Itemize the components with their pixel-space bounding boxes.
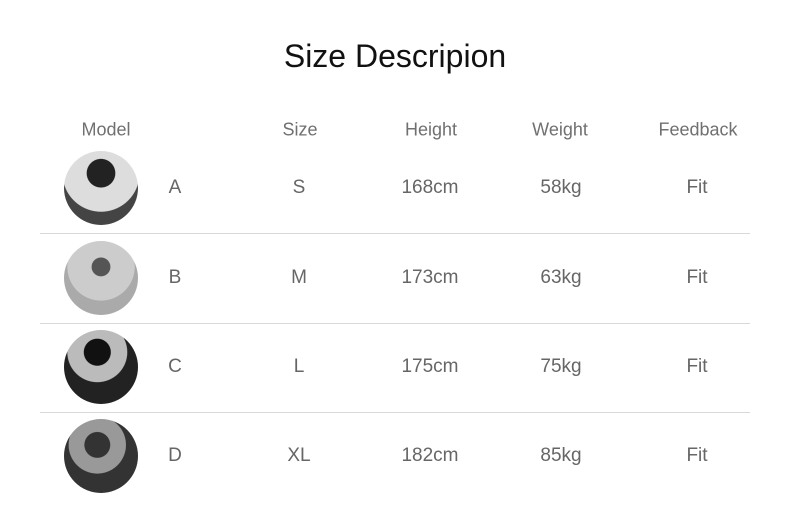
header-height: Height xyxy=(404,119,458,140)
height-value: 168cm xyxy=(401,177,459,198)
size-value: S xyxy=(292,177,306,198)
row-divider xyxy=(40,233,750,234)
header-size: Size xyxy=(282,119,318,140)
height-value: 173cm xyxy=(401,267,459,288)
model-avatar xyxy=(64,419,138,493)
model-avatar xyxy=(64,151,138,225)
header-weight: Weight xyxy=(532,119,588,140)
feedback-value: Fit xyxy=(686,356,708,377)
model-avatar xyxy=(64,330,138,404)
model-name: D xyxy=(168,445,182,466)
model-name: A xyxy=(168,177,182,198)
header-model: Model xyxy=(81,119,131,140)
model-name: B xyxy=(168,267,182,288)
row-divider xyxy=(40,412,750,413)
height-value: 182cm xyxy=(401,445,459,466)
model-avatar xyxy=(64,241,138,315)
weight-value: 63kg xyxy=(540,267,582,288)
model-name: C xyxy=(168,356,182,377)
feedback-value: Fit xyxy=(686,267,708,288)
row-divider xyxy=(40,323,750,324)
weight-value: 75kg xyxy=(540,356,582,377)
header-feedback: Feedback xyxy=(658,119,738,140)
feedback-value: Fit xyxy=(686,445,708,466)
size-value: M xyxy=(291,267,307,288)
feedback-value: Fit xyxy=(686,177,708,198)
size-value: XL xyxy=(287,445,311,466)
page-title: Size Descripion xyxy=(283,38,507,74)
weight-value: 85kg xyxy=(540,445,582,466)
size-value: L xyxy=(293,356,305,377)
weight-value: 58kg xyxy=(540,177,582,198)
height-value: 175cm xyxy=(401,356,459,377)
